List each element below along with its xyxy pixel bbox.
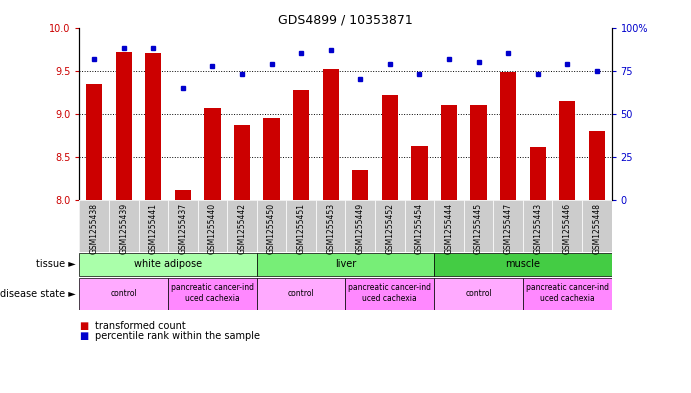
Bar	[411, 146, 428, 200]
Bar	[471, 105, 486, 200]
Text: GSM1255437: GSM1255437	[178, 203, 187, 254]
Bar	[559, 101, 576, 200]
Bar	[257, 253, 434, 276]
Bar	[434, 200, 464, 252]
Bar	[198, 200, 227, 252]
Text: pancreatic cancer-ind
uced cachexia: pancreatic cancer-ind uced cachexia	[348, 283, 431, 303]
Bar	[434, 253, 612, 276]
Bar	[79, 200, 109, 252]
Text: transformed count: transformed count	[95, 321, 185, 331]
Bar	[175, 190, 191, 200]
Text: pancreatic cancer-ind
uced cachexia: pancreatic cancer-ind uced cachexia	[526, 283, 609, 303]
Text: GSM1255451: GSM1255451	[296, 203, 305, 254]
Bar	[523, 278, 612, 310]
Bar	[86, 84, 102, 200]
Bar	[589, 131, 605, 200]
Text: GSM1255448: GSM1255448	[592, 203, 601, 254]
Bar	[441, 105, 457, 200]
Bar	[405, 200, 434, 252]
Text: GSM1255443: GSM1255443	[533, 203, 542, 254]
Bar	[168, 200, 198, 252]
Bar	[523, 200, 552, 252]
Bar	[352, 170, 368, 200]
Text: GSM1255445: GSM1255445	[474, 203, 483, 254]
Bar	[316, 200, 346, 252]
Text: pancreatic cancer-ind
uced cachexia: pancreatic cancer-ind uced cachexia	[171, 283, 254, 303]
Text: GSM1255450: GSM1255450	[267, 203, 276, 254]
Bar	[257, 278, 346, 310]
Bar	[109, 200, 139, 252]
Title: GDS4899 / 10353871: GDS4899 / 10353871	[278, 13, 413, 26]
Text: control: control	[287, 288, 314, 298]
Text: GSM1255441: GSM1255441	[149, 203, 158, 254]
Bar	[234, 125, 250, 200]
Bar	[79, 278, 168, 310]
Text: control: control	[465, 288, 492, 298]
Text: percentile rank within the sample: percentile rank within the sample	[95, 331, 260, 341]
Text: GSM1255449: GSM1255449	[356, 203, 365, 254]
Text: GSM1255453: GSM1255453	[326, 203, 335, 254]
Bar	[293, 90, 310, 200]
Bar	[139, 200, 168, 252]
Bar	[79, 253, 257, 276]
Text: GSM1255447: GSM1255447	[504, 203, 513, 254]
Bar	[464, 200, 493, 252]
Text: GSM1255440: GSM1255440	[208, 203, 217, 254]
Text: GSM1255446: GSM1255446	[562, 203, 571, 254]
Bar	[145, 53, 162, 200]
Text: GSM1255442: GSM1255442	[238, 203, 247, 254]
Bar	[323, 69, 339, 200]
Text: control: control	[111, 288, 138, 298]
Bar	[493, 200, 523, 252]
Bar	[552, 200, 582, 252]
Text: GSM1255444: GSM1255444	[444, 203, 453, 254]
Text: disease state ►: disease state ►	[0, 289, 76, 299]
Text: ■: ■	[79, 321, 88, 331]
Bar	[500, 72, 516, 200]
Bar	[381, 95, 398, 200]
Bar	[115, 52, 132, 200]
Bar	[168, 278, 257, 310]
Text: tissue ►: tissue ►	[36, 259, 76, 269]
Bar	[529, 147, 546, 200]
Bar	[375, 200, 405, 252]
Bar	[257, 200, 286, 252]
Text: liver: liver	[335, 259, 356, 269]
Text: white adipose: white adipose	[134, 259, 202, 269]
Bar	[582, 200, 612, 252]
Bar	[205, 108, 220, 200]
Text: GSM1255439: GSM1255439	[120, 203, 129, 254]
Text: GSM1255438: GSM1255438	[90, 203, 99, 254]
Text: muscle: muscle	[505, 259, 540, 269]
Text: ■: ■	[79, 331, 88, 341]
Bar	[346, 278, 434, 310]
Text: GSM1255452: GSM1255452	[386, 203, 395, 254]
Bar	[263, 118, 280, 200]
Bar	[346, 200, 375, 252]
Bar	[434, 278, 523, 310]
Bar	[286, 200, 316, 252]
Text: GSM1255454: GSM1255454	[415, 203, 424, 254]
Bar	[227, 200, 257, 252]
